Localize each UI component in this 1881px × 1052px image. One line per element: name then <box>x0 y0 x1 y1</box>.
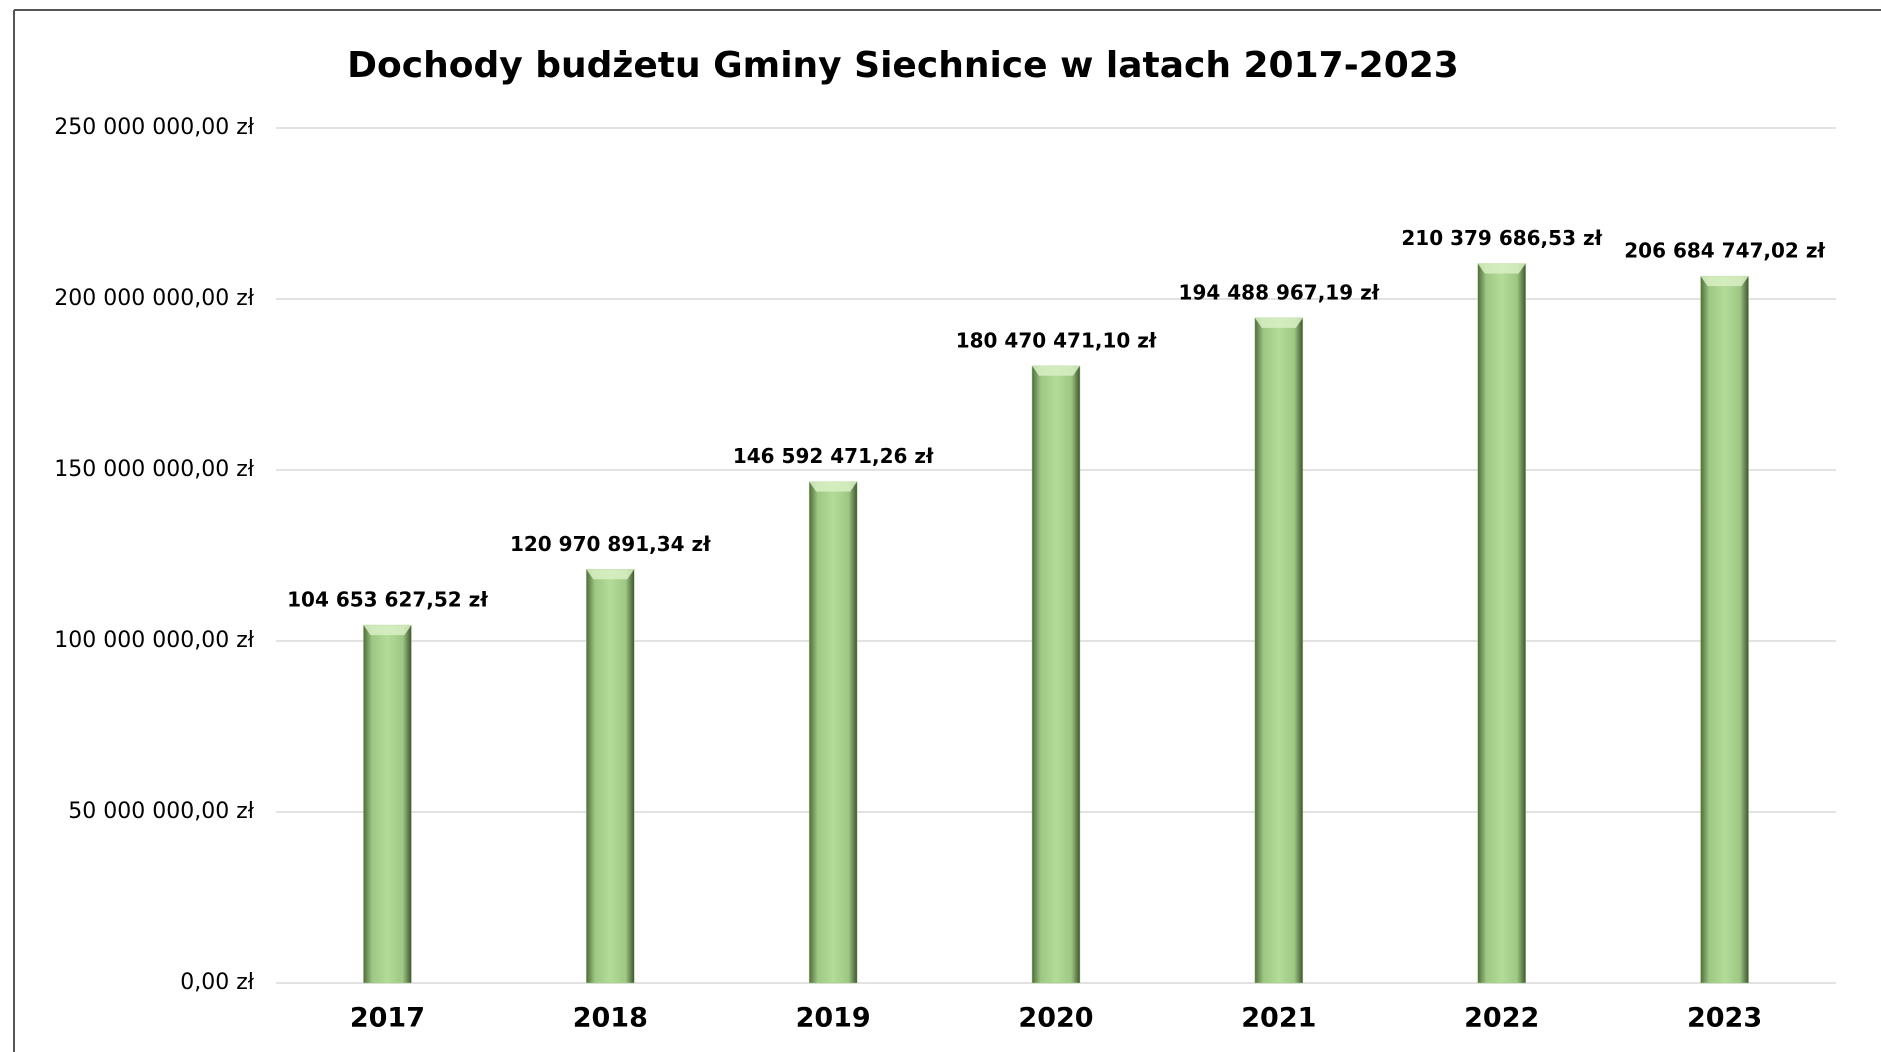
bar-bevel <box>586 569 635 580</box>
bar-bevel <box>363 625 412 636</box>
bar-bevel <box>1700 276 1749 287</box>
y-tick-label: 250 000 000,00 zł <box>54 115 254 140</box>
data-label: 180 470 471,10 zł <box>956 328 1157 352</box>
x-tick-label: 2020 <box>1018 1003 1093 1034</box>
data-label: 146 592 471,26 zł <box>733 444 934 468</box>
bar-bevel <box>809 481 858 492</box>
x-tick-label: 2021 <box>1241 1003 1316 1034</box>
y-tick-label: 50 000 000,00 zł <box>68 799 254 824</box>
bar <box>1031 365 1081 984</box>
data-label: 104 653 627,52 zł <box>287 588 488 612</box>
data-label: 120 970 891,34 zł <box>510 532 711 556</box>
bar <box>808 481 858 984</box>
bar <box>1477 263 1526 984</box>
bar-bevel <box>1032 365 1080 376</box>
y-tick-label: 150 000 000,00 zł <box>54 457 254 482</box>
data-label: 194 488 967,19 zł <box>1179 280 1380 304</box>
y-tick-label: 200 000 000,00 zł <box>54 286 254 311</box>
x-tick-label: 2019 <box>796 1003 871 1034</box>
bar <box>1700 275 1749 984</box>
x-tick-label: 2022 <box>1464 1003 1539 1034</box>
x-tick-label: 2017 <box>350 1003 425 1034</box>
data-label: 206 684 747,02 zł <box>1624 239 1825 263</box>
bar-bevel <box>1254 317 1303 328</box>
bar <box>1254 317 1304 984</box>
y-tick-label: 100 000 000,00 zł <box>54 628 254 653</box>
y-tick-label: 0,00 zł <box>180 970 255 995</box>
x-tick-label: 2023 <box>1687 1003 1762 1034</box>
bar-bevel <box>1477 263 1526 274</box>
chart-title: Dochody budżetu Gminy Siechnice w latach… <box>347 45 1459 86</box>
data-label: 210 379 686,53 zł <box>1401 226 1602 250</box>
x-tick-label: 2018 <box>573 1003 648 1034</box>
bar <box>363 624 412 984</box>
bar <box>586 569 635 984</box>
